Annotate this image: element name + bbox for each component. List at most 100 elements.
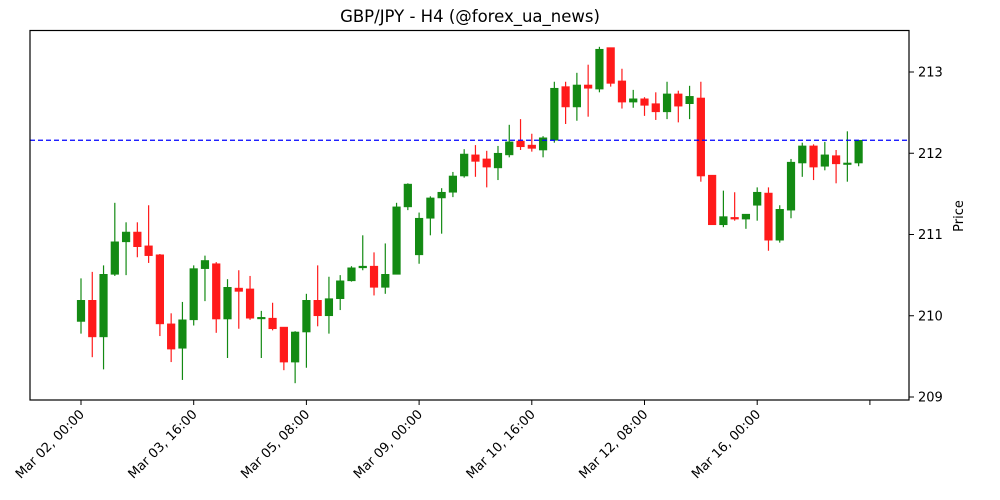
candle-body <box>471 154 480 162</box>
candle-body <box>302 300 311 333</box>
candle-body <box>268 317 277 330</box>
candle-body <box>820 154 829 167</box>
candle-body <box>279 326 288 363</box>
candle-body <box>99 274 108 338</box>
candle-body <box>336 280 345 299</box>
candle <box>381 243 390 294</box>
candle <box>617 68 627 109</box>
candle-body <box>178 319 187 349</box>
candle <box>854 139 863 167</box>
candle-body <box>708 174 717 226</box>
candle <box>662 81 672 120</box>
candle-body <box>640 98 649 106</box>
candle <box>527 133 536 152</box>
candle-body <box>584 84 593 89</box>
candle-body <box>155 254 164 325</box>
candle-body <box>651 103 660 113</box>
candle-body <box>369 265 379 288</box>
candle <box>460 149 469 178</box>
candle-body <box>313 300 322 317</box>
candle-body <box>719 216 728 226</box>
candle <box>291 331 300 384</box>
candle-body <box>629 98 638 103</box>
candle-body <box>764 192 773 241</box>
plot-frame <box>29 29 910 401</box>
candle-body <box>572 84 581 108</box>
candle <box>482 150 491 188</box>
candle <box>708 174 717 226</box>
candle-body <box>617 80 627 103</box>
candle-body <box>674 93 683 107</box>
candle <box>223 279 232 358</box>
candle <box>189 265 198 326</box>
candle-body <box>831 155 841 165</box>
candle <box>775 205 784 243</box>
candle-body <box>76 300 86 322</box>
candle <box>741 213 751 229</box>
candle <box>629 89 638 108</box>
candle <box>719 190 728 228</box>
candle <box>99 265 108 370</box>
candle <box>798 142 807 177</box>
candle <box>764 187 773 251</box>
candle <box>313 265 322 327</box>
candle <box>516 119 525 150</box>
candle-body <box>753 191 762 206</box>
candle-body <box>809 145 818 168</box>
candle <box>144 205 153 263</box>
candle-body <box>516 140 525 148</box>
candle-body <box>291 331 300 363</box>
y-tick-label: 212 <box>918 147 943 162</box>
candle-body <box>527 144 536 149</box>
candle-body <box>347 267 356 282</box>
candle <box>730 192 739 221</box>
candle <box>88 271 97 358</box>
candle-body <box>437 191 446 199</box>
candle-body <box>685 96 694 104</box>
candle <box>584 64 593 117</box>
candle-body <box>403 183 412 208</box>
candle-body <box>662 93 672 113</box>
candle-body <box>426 197 435 219</box>
candle-body <box>854 139 863 164</box>
candle-body <box>245 288 255 319</box>
y-tick-label: 210 <box>918 309 943 324</box>
candle-body <box>144 245 153 256</box>
y-axis-label: Price <box>952 200 967 232</box>
candle <box>245 275 255 320</box>
candle-body <box>493 152 503 169</box>
candle <box>212 262 221 333</box>
candle <box>685 85 694 120</box>
candle-body <box>257 317 266 320</box>
candle <box>403 183 412 211</box>
candle <box>572 72 581 121</box>
candle-body <box>414 217 424 256</box>
candle <box>302 293 311 368</box>
chart-title: GBP/JPY - H4 (@forex_ua_news) <box>340 7 600 27</box>
candle <box>505 124 514 158</box>
candle <box>437 188 446 234</box>
candle <box>809 144 818 181</box>
candle-body <box>448 175 458 193</box>
candle <box>279 326 288 371</box>
candle <box>414 212 424 264</box>
candle <box>76 278 86 334</box>
candle <box>831 150 841 184</box>
candle <box>448 171 458 198</box>
candle <box>550 81 559 143</box>
candle <box>426 196 435 236</box>
candle <box>358 235 367 271</box>
candle <box>696 81 705 182</box>
candle-body <box>358 265 367 269</box>
candle-body <box>595 48 604 90</box>
candle-body <box>538 137 548 151</box>
candle <box>155 254 164 337</box>
candle <box>640 97 649 116</box>
candle-body <box>133 231 142 247</box>
candle-body <box>460 153 469 177</box>
candle-body <box>696 97 705 177</box>
candle <box>257 310 266 358</box>
plot-area <box>29 29 910 401</box>
candle-body <box>550 87 559 141</box>
candle <box>178 301 187 380</box>
